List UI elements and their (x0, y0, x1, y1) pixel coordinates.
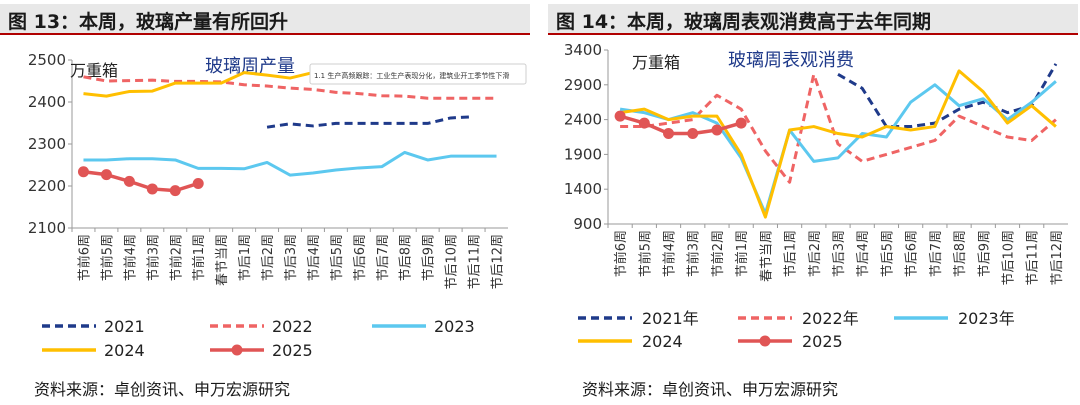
y-tick-label: 2200 (28, 177, 66, 195)
x-tick-label: 节前1周 (191, 234, 207, 281)
x-tick-label: 节前3周 (145, 234, 161, 281)
x-tick-label: 节后8周 (953, 230, 968, 277)
y-tick-label: 2300 (28, 135, 66, 153)
legend-label: 2022 (272, 317, 313, 336)
x-tick-label: 节后8周 (399, 234, 414, 281)
series-point-2025 (614, 110, 626, 122)
tooltip-text: 1.1 生产高频跟踪：工业生产表现分化，建筑业开工季节性下滑 (314, 71, 509, 80)
series-line-2024 (619, 69, 1057, 219)
series-line-2025 (83, 169, 199, 193)
y-tick-label: 2900 (564, 76, 602, 94)
x-tick-label: 节前6周 (613, 230, 629, 277)
figure-14-title: 图 14：本周，玻璃周表观消费高于去年同期 (556, 11, 932, 33)
series-point-2025 (638, 117, 650, 129)
series-line-2021 (266, 115, 474, 129)
legend-label: 2025 (272, 341, 313, 360)
y-tick-label: 2400 (564, 111, 602, 129)
x-tick-label: 节后4周 (856, 230, 871, 277)
x-tick-label: 节后7周 (376, 234, 391, 281)
series-line-2023 (83, 150, 497, 177)
x-tick-label: 节后9周 (977, 230, 992, 277)
legend-marker-2025 (759, 335, 771, 347)
x-tick-label: 节前5周 (637, 230, 653, 277)
x-tick-label: 节后7周 (929, 230, 944, 277)
x-tick-label: 节后5周 (330, 234, 345, 281)
y-tick-label: 2500 (28, 51, 66, 69)
y-tick-label: 900 (573, 215, 602, 233)
production-line-chart: 2100 2200 2300 2400 2500 节前6周 节前5周 节前4周 节前3周 节前2周… (28, 51, 527, 360)
y-tick-label: 2100 (28, 219, 66, 237)
x-tick-label: 节前1周 (734, 230, 750, 277)
legend-label: 2024 (104, 341, 145, 360)
y-axis-unit-label: 万重箱 (70, 61, 118, 80)
figure-14-title-bar: 图 14：本周，玻璃周表观消费高于去年同期 (548, 4, 1078, 35)
series-point-2025 (77, 166, 89, 178)
x-tick-label: 节后3周 (832, 230, 847, 277)
figure-13-title-bar: 图 13：本周，玻璃产量有所回升 (0, 4, 530, 35)
figure-13-title: 图 13：本周，玻璃产量有所回升 (8, 11, 289, 33)
x-tick-label: 节后2周 (808, 230, 823, 277)
figure-14-source: 资料来源：卓创资讯、申万宏源研究 (582, 380, 839, 399)
y-tick-label: 3400 (564, 41, 602, 59)
chart-title-label: 玻璃周产量 (205, 56, 295, 77)
x-tick-label: 节后6周 (905, 230, 920, 277)
x-tick-label: 节前6周 (76, 234, 92, 281)
x-tick-label: 节后2周 (261, 234, 276, 281)
x-tick-label: 节前2周 (168, 234, 184, 281)
figure-14-panel: 图 14：本周，玻璃周表观消费高于去年同期 900 1400 1900 2400 290… (548, 0, 1078, 405)
series-point-2025 (711, 124, 723, 136)
x-tick-label: 节后9周 (422, 234, 437, 281)
series-line-2023年 (619, 80, 1057, 216)
x-tick-label: 节后11周 (468, 234, 483, 290)
x-tick-label: 节后6周 (353, 234, 368, 281)
x-tick-label: 节前3周 (686, 230, 702, 277)
y-axis-unit-label: 万重箱 (632, 53, 680, 72)
legend-label: 2024 (642, 332, 683, 351)
x-tick-label: 节后11周 (1026, 230, 1041, 286)
series-point-2025 (169, 185, 181, 197)
series-point-2025 (100, 169, 112, 181)
figure-13-source: 资料来源：卓创资讯、申万宏源研究 (34, 380, 291, 399)
series-line-2022年 (620, 72, 1057, 184)
chart-title-label: 玻璃周表观消费 (728, 50, 854, 71)
series-point-2025 (146, 183, 158, 195)
x-tick-label: 节前5周 (99, 234, 115, 281)
series-line-2024 (83, 71, 314, 98)
legend-label: 2021 (104, 317, 145, 336)
x-tick-label: 节后1周 (238, 234, 253, 281)
x-tick-label: 节后3周 (284, 234, 299, 281)
legend-marker-2025 (231, 344, 243, 356)
legend-label: 2025 (802, 332, 843, 351)
legend-label: 2023 (434, 317, 475, 336)
y-tick-label: 2400 (28, 93, 66, 111)
legend-label: 2023年 (958, 309, 1015, 328)
series-point-2025 (687, 128, 699, 140)
x-tick-label: 春节当周 (215, 234, 230, 286)
x-tick-label: 节后10周 (445, 234, 460, 290)
x-tick-label: 节前2周 (710, 230, 726, 277)
tooltip-box (309, 63, 527, 85)
x-tick-label: 节后5周 (880, 230, 895, 277)
x-tick-label: 节后1周 (784, 230, 799, 277)
series-point-2025 (123, 175, 135, 187)
series-point-2025 (663, 128, 675, 140)
legend-label: 2021年 (642, 309, 699, 328)
series-point-2025 (192, 177, 204, 189)
x-tick-label: 节后4周 (307, 234, 322, 281)
consumption-line-chart: 90014001900240029003400节前6周 节前5周 节前4周 节前3周节… (564, 41, 1068, 351)
y-tick-label: 1400 (564, 180, 602, 198)
series-line-2022 (83, 75, 497, 100)
x-tick-label: 节后12周 (491, 234, 506, 290)
x-tick-label: 节后12周 (1050, 230, 1065, 286)
figure-13-panel: 图 13：本周，玻璃产量有所回升 2100 2200 2300 2400 2500 节前6… (0, 0, 530, 405)
x-tick-label: 节前4周 (122, 234, 138, 281)
x-tick-label: 节前4周 (662, 230, 678, 277)
x-tick-label: 春节当周 (759, 230, 774, 282)
x-tick-label: 节后10周 (1001, 230, 1016, 286)
legend-label: 2022年 (802, 309, 859, 328)
y-tick-label: 1900 (564, 145, 602, 163)
series-point-2025 (735, 117, 747, 129)
